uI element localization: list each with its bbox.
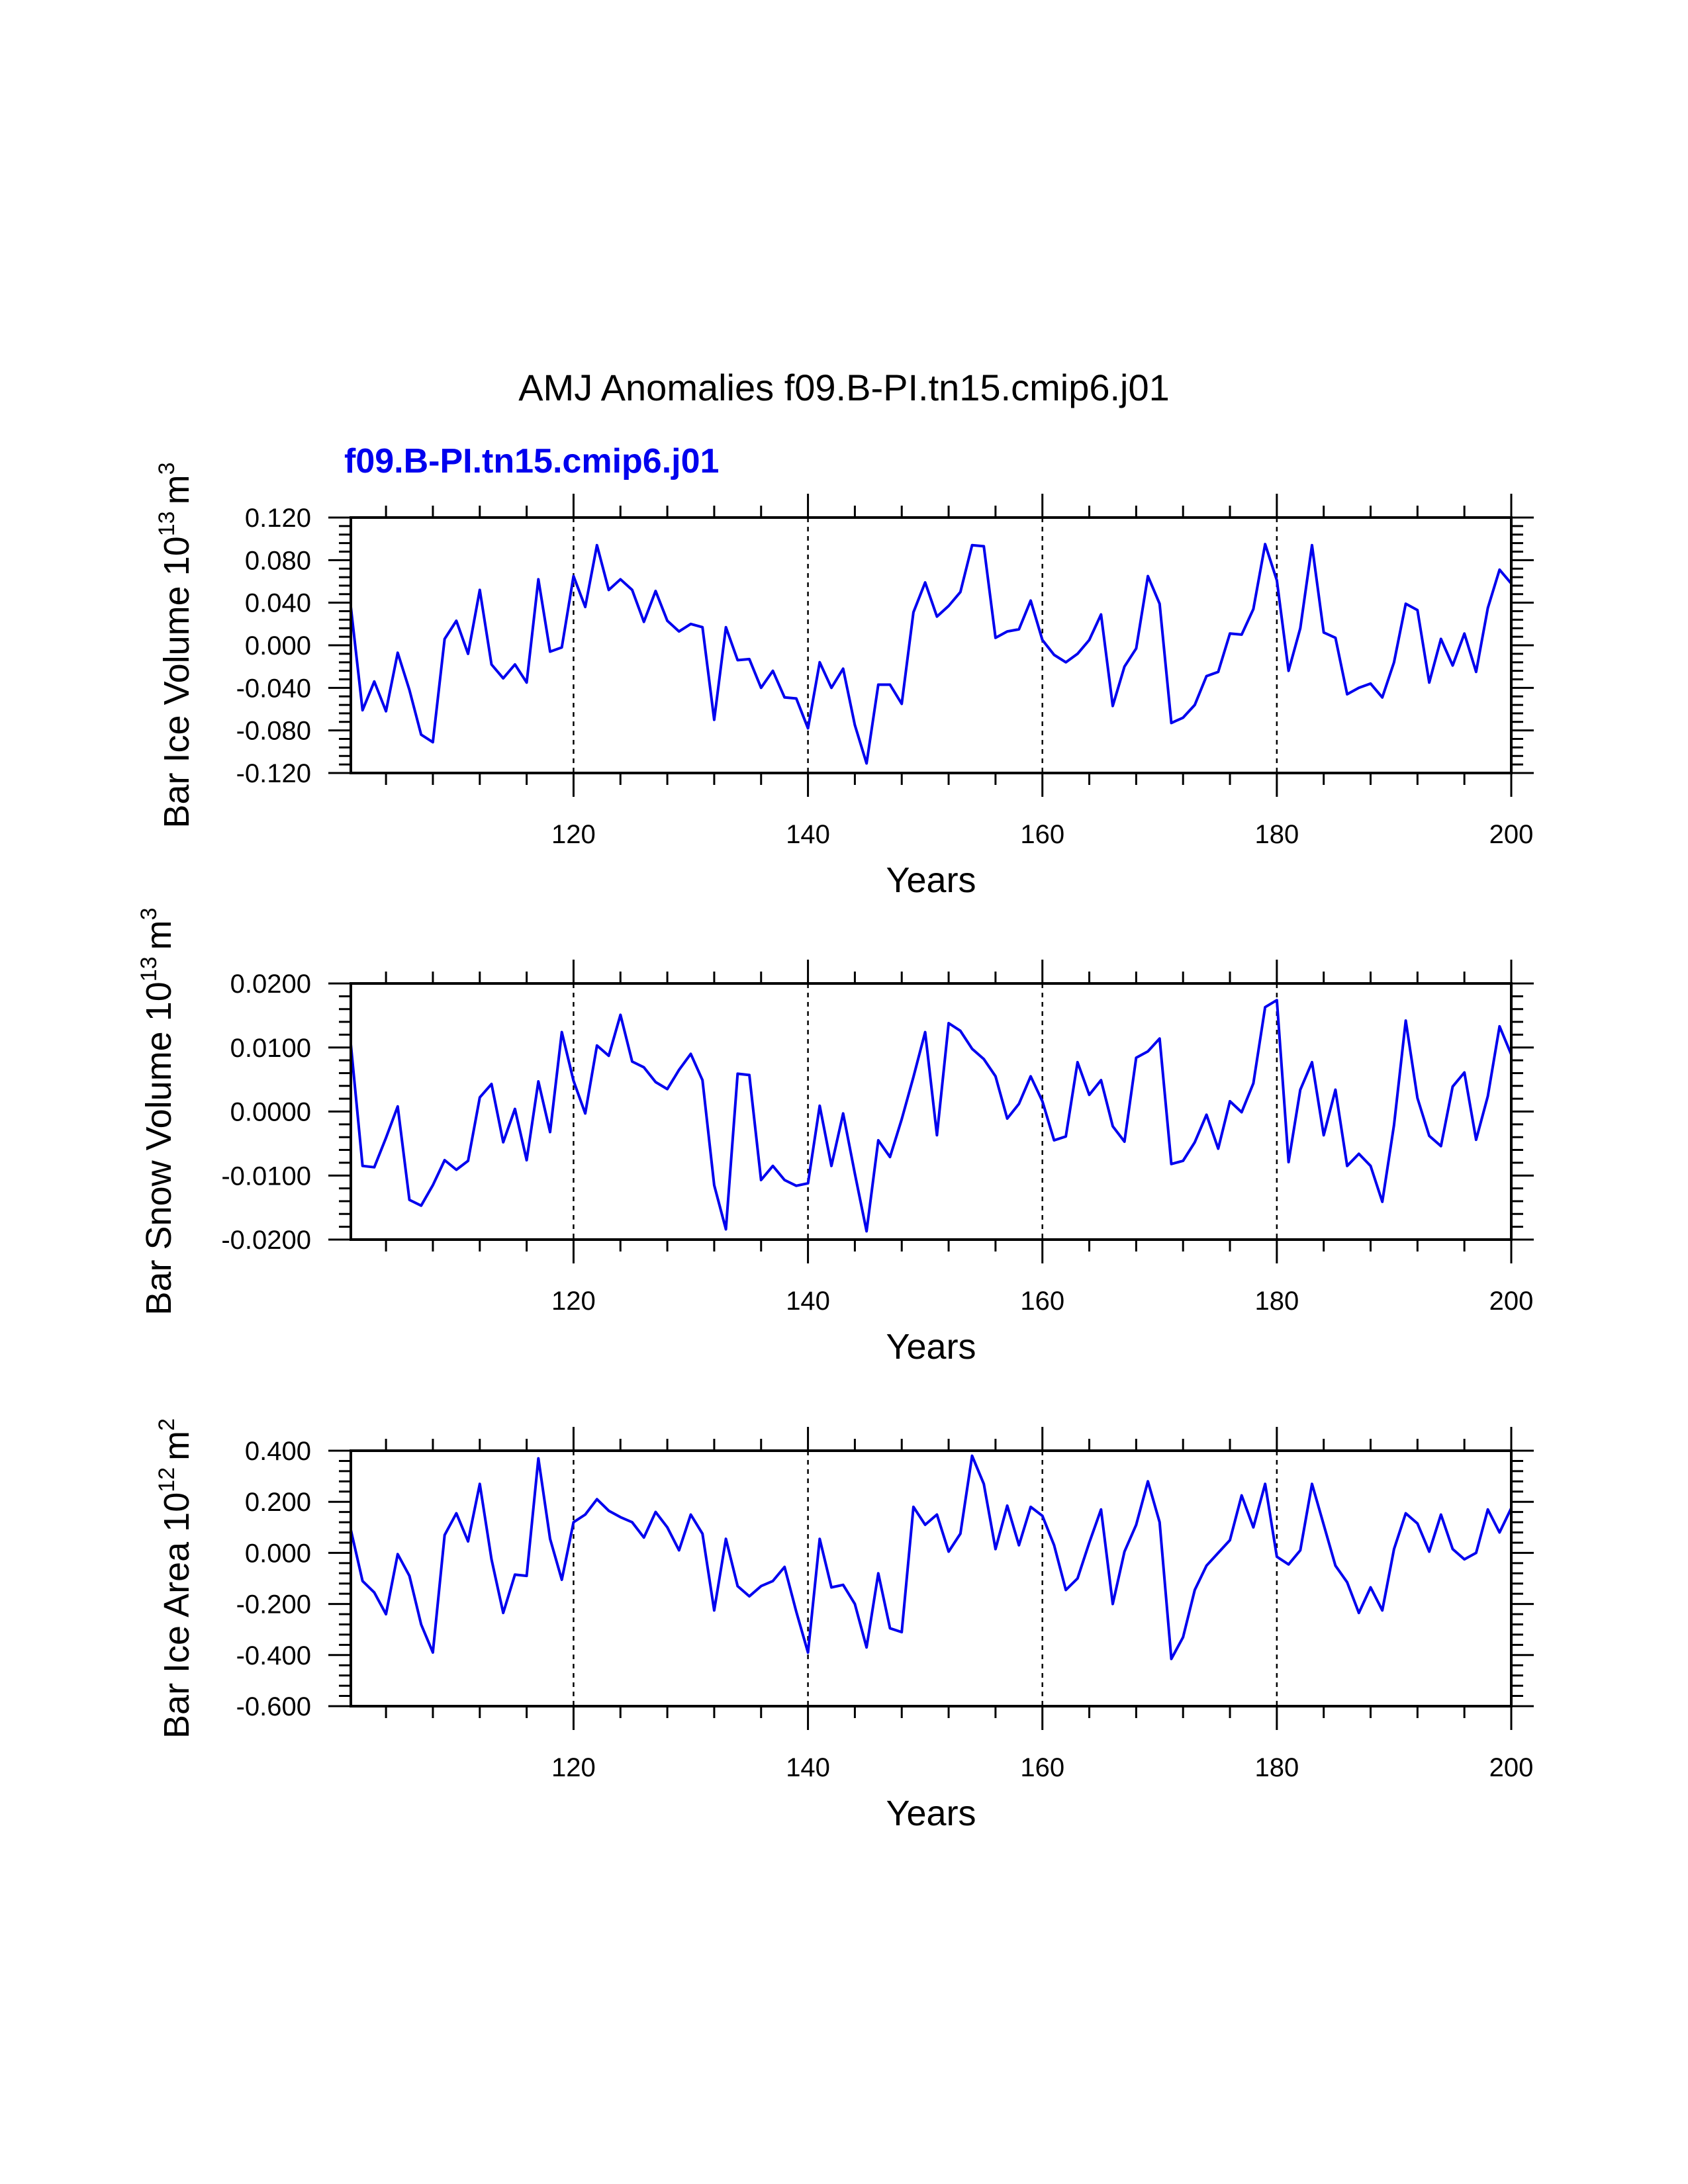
chart1-y-axis-title-exponent: 13	[154, 511, 179, 536]
chart3-y-tick-label: 0.200	[245, 1488, 311, 1517]
chart2-x-tick-label: 180	[1254, 1287, 1299, 1316]
chart2-x-tick-label: 160	[1020, 1287, 1064, 1316]
chart3-y-tick-label: 0.400	[245, 1437, 311, 1466]
chart1-x-axis-title: Years	[886, 860, 976, 900]
chart1-y-tick-label: 0.040	[245, 589, 311, 618]
chart3-y-tick-label: -0.600	[236, 1692, 311, 1721]
panel-bar-ice-volume: 120 140 160 180 200 -0.120 -0.080 -0.040 0.000 0.…	[154, 463, 1534, 900]
chart2-axes-frame	[350, 982, 1513, 1241]
chart3-y-tick-label: -0.400	[236, 1641, 311, 1670]
chart1-x-tick-label: 120	[551, 820, 596, 849]
chart1-y-tick-label: -0.120	[236, 759, 311, 788]
panel-bar-ice-area: 120 140 160 180 200 -0.600 -0.400 -0.200 0.000 0.…	[154, 1418, 1534, 1833]
chart1-y-tick-label: 0.000	[245, 631, 311, 660]
chart3-y-tick-label: -0.200	[236, 1590, 311, 1619]
chart1-y-axis-title: Bar Ice Volume 1013 m3	[154, 463, 197, 829]
chart1-series-line	[350, 543, 1513, 765]
chart2-y-tick-label: -0.0200	[221, 1226, 311, 1255]
chart2-y-tick-label: -0.0100	[221, 1161, 311, 1191]
chart3-y-axis-title-unit-exponent: 2	[154, 1418, 179, 1431]
chart2-x-tick-label: 200	[1489, 1287, 1534, 1316]
chart3-y-axis-title-main: Bar Ice Area 10	[157, 1492, 197, 1739]
chart1-y-tick-label: 0.080	[245, 546, 311, 575]
chart1-x-tick-label: 160	[1020, 820, 1064, 849]
chart2-y-tick-label: 0.0100	[230, 1034, 311, 1063]
chart3-y-tick-label: 0.000	[245, 1539, 311, 1568]
chart3-x-axis-title: Years	[886, 1794, 976, 1833]
panel-bar-snow-volume: 120 140 160 180 200 -0.0200 -0.0100 0.0000 0.010…	[136, 907, 1534, 1367]
chart2-y-tick-label: 0.0000	[230, 1098, 311, 1127]
chart2-y-axis-title-exponent: 13	[136, 956, 162, 981]
chart3-y-axis-title-unit: m	[157, 1431, 197, 1461]
chart2-y-tick-label: 0.0200	[230, 970, 311, 999]
chart1-x-tick-label: 200	[1489, 820, 1534, 849]
chart2-series-line	[350, 999, 1513, 1233]
chart3-x-tick-label: 160	[1020, 1753, 1064, 1782]
chart3-series-line	[350, 1454, 1513, 1661]
chart2-y-axis-title-main: Bar Snow Volume 10	[139, 981, 179, 1315]
chart1-y-axis-title-unit: m	[157, 475, 197, 504]
chart1-y-tick-label: 0.120	[245, 504, 311, 533]
chart1-y-tick-label: -0.080	[236, 717, 311, 746]
chart2-y-axis-title: Bar Snow Volume 1013 m3	[136, 907, 179, 1315]
run-label: f09.B-PI.tn15.cmip6.j01	[344, 442, 719, 480]
chart1-y-axis-title-main: Bar Ice Volume 10	[157, 536, 197, 828]
chart1-x-tick-label: 140	[786, 820, 830, 849]
chart3-x-tick-label: 200	[1489, 1753, 1534, 1782]
chart3-x-tick-label: 140	[786, 1753, 830, 1782]
chart2-y-axis-title-unit-exponent: 3	[136, 907, 162, 920]
chart1-y-tick-label: -0.040	[236, 674, 311, 703]
chart2-x-axis-title: Years	[886, 1327, 976, 1367]
chart2-x-tick-label: 120	[551, 1287, 596, 1316]
chart1-y-axis-title-unit-exponent: 3	[154, 463, 179, 475]
chart3-x-tick-label: 120	[551, 1753, 596, 1782]
chart3-x-tick-label: 180	[1254, 1753, 1299, 1782]
chart1-x-tick-label: 180	[1254, 820, 1299, 849]
chart3-axes-frame	[350, 1449, 1513, 1707]
chart3-y-axis-title-exponent: 12	[154, 1467, 179, 1492]
chart2-y-axis-title-unit: m	[139, 920, 179, 950]
chart3-y-axis-title: Bar Ice Area 1012 m2	[154, 1418, 197, 1739]
main-title: AMJ Anomalies f09.B-PI.tn15.cmip6.j01	[518, 367, 1170, 408]
chart2-x-tick-label: 140	[786, 1287, 830, 1316]
